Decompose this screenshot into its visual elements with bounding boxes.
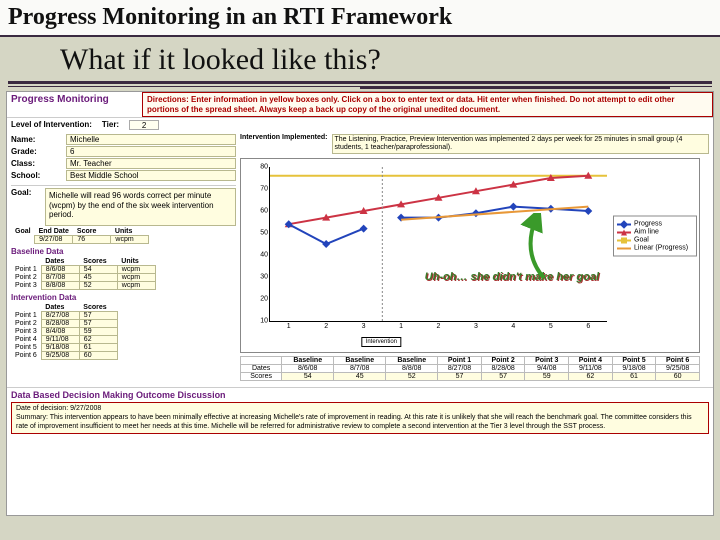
class-label: Class: xyxy=(11,159,66,168)
decision-heading: Data Based Decision Making Outcome Discu… xyxy=(7,387,713,402)
progress-chart: 8070605040302010123123456 ProgressAim li… xyxy=(240,158,700,353)
intervention-heading: Intervention Data xyxy=(11,293,236,302)
baseline-table: DatesScoresUnitsPoint 18/6/0854wcpmPoint… xyxy=(11,258,156,290)
points-table: BaselineBaselineBaselinePoint 1Point 2Po… xyxy=(240,356,700,381)
tier-label: Tier: xyxy=(102,120,119,130)
impl-field[interactable]: The Listening, Practice, Preview Interve… xyxy=(332,134,709,154)
goal-units[interactable]: wcpm xyxy=(111,236,149,244)
name-field[interactable]: Michelle xyxy=(66,134,236,145)
divider xyxy=(8,81,712,87)
baseline-heading: Baseline Data xyxy=(11,247,236,256)
goal-table: Goal End Date Score Units 9/27/08 76 wcp… xyxy=(11,228,149,244)
impl-label: Intervention Implemented: xyxy=(240,134,328,154)
section-heading: Progress Monitoring xyxy=(7,92,142,117)
school-field[interactable]: Best Middle School xyxy=(66,170,236,181)
class-field[interactable]: Mr. Teacher xyxy=(66,158,236,169)
page-title: Progress Monitoring in an RTI Framework xyxy=(8,4,712,31)
intervention-table: DatesScoresPoint 18/27/0857Point 28/28/0… xyxy=(11,304,118,360)
chart-legend: ProgressAim lineGoalLinear (Progress) xyxy=(613,216,697,257)
directions-box: Directions: Enter information in yellow … xyxy=(142,92,713,117)
name-label: Name: xyxy=(11,135,66,144)
level-label: Level of Intervention: xyxy=(11,120,92,130)
page-subtitle: What if it looked like this? xyxy=(60,43,660,77)
tier-input[interactable]: 2 xyxy=(129,120,159,130)
callout-text: Uh-oh… she didn't make her goal xyxy=(425,271,599,283)
goal-date[interactable]: 9/27/08 xyxy=(35,236,73,244)
school-label: School: xyxy=(11,171,66,180)
callout-arrow-icon xyxy=(514,213,554,283)
grade-label: Grade: xyxy=(11,147,66,156)
goal-score[interactable]: 76 xyxy=(73,236,111,244)
goal-label: Goal: xyxy=(11,188,41,226)
decision-box: Date of decision: 9/27/2008 Summary: Thi… xyxy=(11,402,709,434)
spreadsheet: Progress Monitoring Directions: Enter in… xyxy=(6,91,714,516)
grade-field[interactable]: 6 xyxy=(66,146,236,157)
goal-text[interactable]: Michelle will read 96 words correct per … xyxy=(45,188,236,226)
